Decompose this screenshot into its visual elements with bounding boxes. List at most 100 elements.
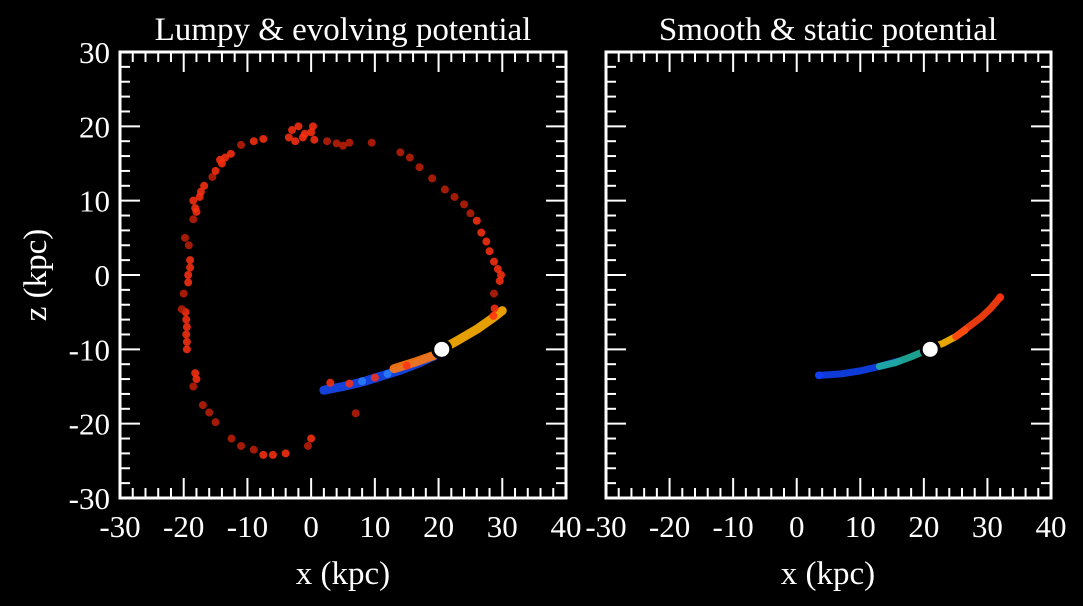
particle-point bbox=[466, 209, 475, 218]
particle-point bbox=[428, 174, 437, 183]
particle-point bbox=[472, 216, 481, 225]
particle-point bbox=[184, 278, 193, 287]
x-tick-label: 30 bbox=[487, 509, 518, 544]
particle-point bbox=[288, 126, 297, 135]
y-tick-label: -20 bbox=[69, 407, 110, 442]
particle-point bbox=[383, 369, 392, 378]
particle-point bbox=[192, 375, 201, 384]
particle-point bbox=[405, 153, 414, 162]
x-tick-label: 10 bbox=[359, 509, 390, 544]
particle-point bbox=[249, 137, 258, 146]
panel-lumpy: Lumpy & evolving potential x (kpc) z (kp… bbox=[18, 12, 582, 592]
panel-title: Smooth & static potential bbox=[659, 12, 997, 48]
particle-point bbox=[345, 138, 354, 147]
x-axis-label: x (kpc) bbox=[781, 556, 875, 592]
particle-point bbox=[182, 337, 191, 346]
particle-point bbox=[249, 445, 258, 454]
particle-point bbox=[303, 441, 312, 450]
particle-point bbox=[200, 181, 209, 190]
particle-point bbox=[186, 256, 195, 265]
stream-segment bbox=[952, 293, 1004, 341]
particle-point bbox=[198, 401, 207, 410]
particle-point bbox=[814, 371, 823, 380]
x-tick-label: -30 bbox=[99, 509, 140, 544]
particle-point bbox=[182, 330, 191, 339]
particle-point bbox=[211, 166, 220, 175]
particle-point bbox=[450, 192, 459, 201]
x-tick-label: 20 bbox=[423, 509, 454, 544]
particle-point bbox=[182, 345, 191, 354]
particle-point bbox=[482, 237, 491, 246]
particle-point bbox=[205, 408, 214, 417]
particle-point bbox=[477, 228, 486, 237]
particle-point bbox=[490, 257, 499, 266]
stream-segment bbox=[875, 346, 931, 370]
x-tick-label: -30 bbox=[585, 509, 626, 544]
particle-point bbox=[237, 140, 246, 149]
particle-point bbox=[309, 122, 318, 131]
particle-point bbox=[237, 441, 246, 450]
particle-point bbox=[179, 289, 188, 298]
particle-point bbox=[460, 200, 469, 209]
particle-point bbox=[184, 241, 193, 250]
particle-point bbox=[326, 378, 335, 387]
particle-point bbox=[191, 204, 200, 213]
particle-point bbox=[182, 315, 191, 324]
particle-point bbox=[284, 133, 293, 142]
y-axis-label: z (kpc) bbox=[18, 229, 54, 322]
particle-point bbox=[402, 361, 411, 370]
x-tick-label: 30 bbox=[972, 509, 1003, 544]
particle-point bbox=[196, 187, 205, 196]
particle-point bbox=[493, 265, 502, 274]
particle-point bbox=[211, 418, 220, 427]
particle-point bbox=[177, 305, 186, 314]
particle-point bbox=[490, 289, 499, 298]
panel-smooth: Smooth & static potential x (kpc) -30 -20… bbox=[585, 12, 1066, 592]
particle-point bbox=[367, 138, 376, 147]
particle-point bbox=[182, 323, 191, 332]
particle-point bbox=[358, 377, 367, 386]
particle-point bbox=[180, 233, 189, 242]
particle-point bbox=[307, 434, 316, 443]
x-tick-label: -20 bbox=[163, 509, 204, 544]
particle-point bbox=[497, 271, 506, 279]
progenitor-marker bbox=[919, 338, 941, 360]
x-tick-label: 10 bbox=[845, 509, 876, 544]
particle-point bbox=[332, 139, 341, 148]
particle-point bbox=[489, 311, 498, 320]
particle-point bbox=[485, 247, 494, 256]
y-tick-label: -30 bbox=[69, 481, 110, 516]
progenitor-marker bbox=[431, 338, 453, 360]
particle-point bbox=[189, 196, 198, 205]
particle-point bbox=[996, 293, 1005, 302]
particle-point bbox=[189, 215, 198, 224]
particle-point bbox=[298, 133, 307, 142]
particle-point bbox=[323, 137, 332, 146]
particle-point bbox=[345, 379, 354, 388]
y-tick-label: 30 bbox=[79, 35, 110, 70]
particle-point bbox=[490, 304, 499, 313]
particle-point bbox=[189, 382, 198, 391]
x-tick-label: 40 bbox=[1036, 509, 1067, 544]
y-tick-label: 20 bbox=[79, 109, 110, 144]
x-tick-label: 0 bbox=[303, 509, 319, 544]
x-tick-label: 0 bbox=[789, 509, 805, 544]
particle-point bbox=[259, 450, 268, 459]
y-tick-label: 10 bbox=[79, 184, 110, 219]
x-tick-label: 40 bbox=[551, 509, 582, 544]
particle-point bbox=[415, 163, 424, 172]
particle-point bbox=[396, 148, 405, 157]
particle-point bbox=[291, 137, 300, 146]
particle-point bbox=[294, 122, 303, 131]
particle-point bbox=[186, 263, 195, 272]
particle-point bbox=[281, 449, 290, 458]
particle-point bbox=[226, 149, 235, 158]
particle-point bbox=[370, 373, 379, 382]
particle-point bbox=[227, 434, 236, 443]
x-tick-label: -10 bbox=[227, 509, 268, 544]
particle-point bbox=[310, 135, 319, 144]
x-tick-label: 20 bbox=[908, 509, 939, 544]
particle-point bbox=[495, 276, 504, 285]
particle-point bbox=[191, 369, 200, 378]
